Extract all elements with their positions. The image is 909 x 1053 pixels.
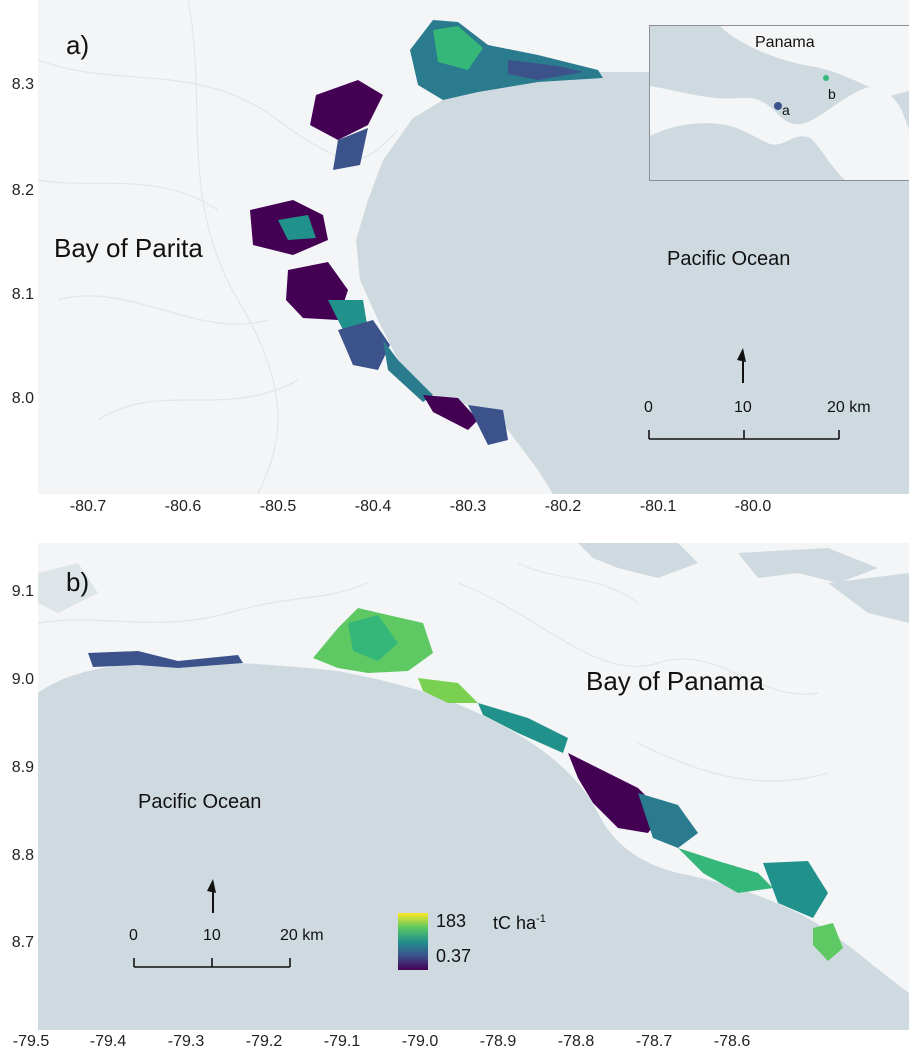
x-tick-a-3: -80.4 bbox=[354, 498, 392, 515]
legend-min-value: 0.37 bbox=[436, 946, 472, 966]
road-network-b bbox=[38, 562, 829, 782]
y-tick-a-8-3: 8.3 bbox=[11, 76, 34, 93]
scale-b-mid: 10 bbox=[203, 927, 221, 944]
x-tick-b-4: -79.1 bbox=[323, 1033, 361, 1050]
y-tick-b-9-0: 9.0 bbox=[11, 671, 34, 688]
x-tick-b-6: -78.9 bbox=[479, 1033, 517, 1050]
bay-of-panama-label: Bay of Panama bbox=[586, 666, 764, 696]
legend-unit-label: tC ha-1 bbox=[493, 913, 546, 934]
x-tick-b-0: -79.5 bbox=[12, 1033, 50, 1050]
y-tick-a-8-0: 8.0 bbox=[11, 390, 34, 407]
pacific-ocean-area-b bbox=[38, 661, 909, 1030]
legend-unit-sup: -1 bbox=[536, 913, 546, 925]
scale-b-zero: 0 bbox=[129, 927, 138, 944]
panel-a-tag: a) bbox=[66, 30, 90, 60]
inland-water bbox=[38, 543, 909, 623]
x-tick-b-8: -78.7 bbox=[635, 1033, 673, 1050]
y-tick-a-8-2: 8.2 bbox=[11, 182, 34, 199]
scale-a-mid: 10 bbox=[734, 399, 752, 416]
scale-a-zero: 0 bbox=[644, 399, 653, 416]
scale-b-end: 20 km bbox=[280, 927, 324, 944]
pacific-ocean-label-b: Pacific Ocean bbox=[138, 791, 262, 813]
legend-max-value: 183 bbox=[436, 911, 467, 931]
inset-site-b-label: b bbox=[828, 86, 836, 102]
mangrove-cover-a bbox=[250, 20, 603, 445]
bay-of-parita-label: Bay of Parita bbox=[54, 233, 203, 263]
inset-site-a-marker bbox=[774, 102, 782, 110]
x-tick-a-1: -80.6 bbox=[164, 498, 202, 515]
panel-b-tag: b) bbox=[66, 567, 90, 597]
map-panel-b: b) Bay of Panama Pacific Ocean 0 10 20 k… bbox=[38, 543, 909, 1030]
road-network bbox=[38, 0, 399, 494]
y-tick-b-8-8: 8.8 bbox=[11, 847, 34, 864]
inset-canvas bbox=[650, 26, 909, 180]
x-tick-b-9: -78.6 bbox=[713, 1033, 751, 1050]
inset-site-b-marker bbox=[823, 75, 829, 81]
inset-locator-map: Panama a b bbox=[649, 25, 909, 181]
inset-site-a-label: a bbox=[782, 102, 790, 118]
x-tick-a-2: -80.5 bbox=[259, 498, 297, 515]
scale-bar-a bbox=[648, 430, 840, 440]
x-tick-a-7: -80.0 bbox=[734, 498, 772, 515]
north-arrow-a bbox=[737, 348, 746, 383]
x-tick-b-1: -79.4 bbox=[89, 1033, 127, 1050]
x-tick-a-5: -80.2 bbox=[544, 498, 582, 515]
legend-unit-main: tC ha bbox=[493, 913, 537, 933]
pacific-ocean-label-a: Pacific Ocean bbox=[667, 248, 791, 270]
scale-bar-b bbox=[133, 958, 291, 968]
mangrove-cover-b bbox=[88, 608, 843, 961]
x-tick-b-5: -79.0 bbox=[401, 1033, 439, 1050]
x-tick-a-0: -80.7 bbox=[69, 498, 107, 515]
colorbar-legend bbox=[398, 913, 428, 970]
y-tick-b-8-7: 8.7 bbox=[11, 934, 34, 951]
y-tick-b-9-1: 9.1 bbox=[11, 583, 34, 600]
map-panel-a: a) Bay of Parita Pacific Ocean 0 10 20 k… bbox=[38, 0, 909, 494]
x-tick-b-7: -78.8 bbox=[557, 1033, 595, 1050]
y-tick-b-8-9: 8.9 bbox=[11, 759, 34, 776]
scale-a-end: 20 km bbox=[827, 399, 871, 416]
map-b-canvas bbox=[38, 543, 909, 1030]
inset-country-label: Panama bbox=[755, 34, 815, 51]
x-tick-a-6: -80.1 bbox=[639, 498, 677, 515]
x-tick-a-4: -80.3 bbox=[449, 498, 487, 515]
x-tick-b-2: -79.3 bbox=[167, 1033, 205, 1050]
x-tick-b-3: -79.2 bbox=[245, 1033, 283, 1050]
north-arrow-b bbox=[207, 879, 216, 913]
y-tick-a-8-1: 8.1 bbox=[11, 286, 34, 303]
